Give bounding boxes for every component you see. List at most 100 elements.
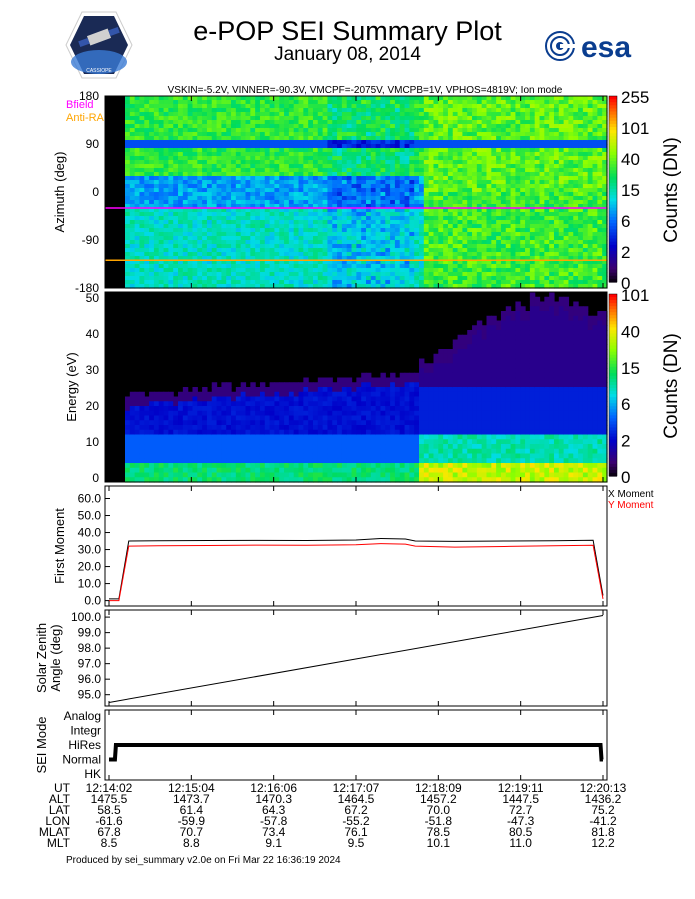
- azimuth-heatmap-cell: [240, 100, 247, 105]
- azimuth-heatmap-cell: [312, 232, 319, 237]
- azimuth-heatmap-cell: [269, 192, 276, 197]
- azimuth-heatmap-cell: [582, 200, 589, 205]
- azimuth-heatmap-cell: [419, 188, 425, 193]
- azimuth-heatmap-cell: [158, 144, 165, 149]
- azimuth-heatmap-cell: [178, 212, 184, 217]
- azimuth-heatmap-cell: [153, 164, 160, 169]
- azimuth-heatmap-cell: [303, 260, 309, 265]
- azimuth-heatmap-cell: [476, 268, 483, 273]
- azimuth-heatmap-cell: [332, 280, 338, 285]
- energy-heatmap-cell: [139, 453, 145, 459]
- azimuth-heatmap-cell: [192, 216, 198, 221]
- azimuth-heatmap-cell: [452, 124, 459, 129]
- energy-heatmap-cell: [144, 410, 150, 417]
- azimuth-heatmap-cell: [433, 120, 439, 125]
- azimuth-heatmap-cell: [433, 268, 439, 273]
- azimuth-heatmap-cell: [467, 204, 473, 209]
- azimuth-heatmap-cell: [332, 144, 338, 149]
- azimuth-heatmap-cell: [303, 164, 309, 169]
- azimuth-heatmap-cell: [452, 196, 459, 201]
- azimuth-heatmap-cell: [312, 180, 319, 185]
- azimuth-heatmap-cell: [235, 232, 242, 237]
- azimuth-heatmap-cell: [553, 216, 560, 221]
- azimuth-heatmap-cell: [525, 116, 531, 121]
- azimuth-heatmap-cell: [457, 124, 463, 129]
- azimuth-heatmap-cell: [602, 124, 608, 129]
- azimuth-heatmap-cell: [515, 112, 521, 117]
- azimuth-heatmap-cell: [529, 140, 536, 145]
- azimuth-heatmap-cell: [366, 236, 372, 241]
- azimuth-heatmap-cell: [457, 112, 463, 117]
- azimuth-heatmap-cell: [269, 140, 276, 145]
- energy-heatmap-cell: [153, 415, 160, 421]
- azimuth-heatmap-cell: [558, 276, 565, 281]
- azimuth-heatmap-cell: [216, 116, 222, 121]
- azimuth-heatmap-cell: [361, 148, 367, 153]
- azimuth-heatmap-cell: [597, 196, 603, 201]
- azimuth-heatmap-cell: [351, 208, 357, 213]
- azimuth-heatmap-cell: [288, 232, 295, 237]
- azimuth-heatmap-cell: [288, 120, 295, 125]
- azimuth-heatmap-cell: [144, 220, 150, 225]
- azimuth-heatmap-cell: [496, 224, 502, 229]
- azimuth-heatmap-cell: [144, 240, 150, 245]
- azimuth-heatmap-cell: [149, 204, 155, 209]
- azimuth-heatmap-cell: [221, 260, 227, 265]
- azimuth-heatmap-cell: [515, 172, 521, 177]
- azimuth-heatmap-cell: [255, 132, 261, 137]
- azimuth-heatmap-cell: [520, 156, 526, 161]
- azimuth-heatmap-cell: [467, 224, 473, 229]
- azimuth-heatmap-cell: [438, 140, 444, 145]
- azimuth-heatmap-cell: [337, 232, 343, 237]
- azimuth-heatmap-cell: [602, 212, 608, 217]
- azimuth-heatmap-cell: [578, 232, 584, 237]
- azimuth-heatmap-cell: [129, 112, 136, 117]
- azimuth-heatmap-cell: [491, 224, 497, 229]
- azimuth-heatmap-cell: [558, 156, 565, 161]
- azimuth-heatmap-cell: [515, 276, 521, 281]
- azimuth-heatmap-cell: [423, 212, 430, 217]
- azimuth-heatmap-cell: [457, 228, 463, 233]
- azimuth-heatmap-cell: [134, 156, 141, 161]
- azimuth-heatmap-cell: [125, 276, 131, 281]
- azimuth-heatmap-cell: [327, 156, 333, 161]
- azimuth-heatmap-cell: [602, 132, 608, 137]
- azimuth-heatmap-cell: [515, 96, 521, 101]
- azimuth-heatmap-cell: [394, 100, 401, 105]
- azimuth-heatmap-cell: [553, 196, 560, 201]
- azimuth-heatmap-cell: [394, 156, 401, 161]
- azimuth-heatmap-cell: [602, 208, 608, 213]
- azimuth-heatmap-cell: [568, 228, 574, 233]
- azimuth-heatmap-cell: [279, 136, 285, 141]
- azimuth-heatmap-cell: [231, 284, 237, 289]
- azimuth-heatmap-cell: [351, 120, 357, 125]
- azimuth-heatmap-cell: [510, 192, 517, 197]
- azimuth-heatmap-cell: [298, 216, 304, 221]
- azimuth-heatmap-cell: [370, 144, 377, 149]
- azimuth-heatmap-cell: [298, 124, 304, 129]
- azimuth-heatmap-cell: [496, 236, 502, 241]
- azimuth-heatmap-cell: [337, 136, 343, 141]
- azimuth-heatmap-cell: [264, 248, 271, 253]
- azimuth-heatmap-cell: [293, 204, 300, 209]
- azimuth-heatmap-cell: [279, 148, 285, 153]
- energy-heatmap-cell: [158, 467, 165, 474]
- azimuth-heatmap-cell: [414, 156, 420, 161]
- azimuth-heatmap-cell: [549, 140, 555, 145]
- azimuth-heatmap-cell: [274, 136, 280, 141]
- azimuth-heatmap-cell: [476, 244, 483, 249]
- azimuth-heatmap-cell: [568, 276, 574, 281]
- azimuth-heatmap-cell: [602, 264, 608, 269]
- azimuth-heatmap-cell: [182, 120, 189, 125]
- azimuth-heatmap-cell: [578, 116, 584, 121]
- azimuth-heatmap-cell: [245, 144, 251, 149]
- azimuth-heatmap-cell: [597, 228, 603, 233]
- azimuth-heatmap-cell: [361, 248, 367, 253]
- azimuth-tick-label: -180: [75, 281, 99, 295]
- azimuth-heatmap-cell: [366, 112, 372, 117]
- azimuth-heatmap-cell: [370, 136, 377, 141]
- azimuth-heatmap-cell: [399, 160, 406, 165]
- azimuth-heatmap-cell: [549, 276, 555, 281]
- azimuth-heatmap-cell: [390, 180, 396, 185]
- azimuth-heatmap-cell: [366, 132, 372, 137]
